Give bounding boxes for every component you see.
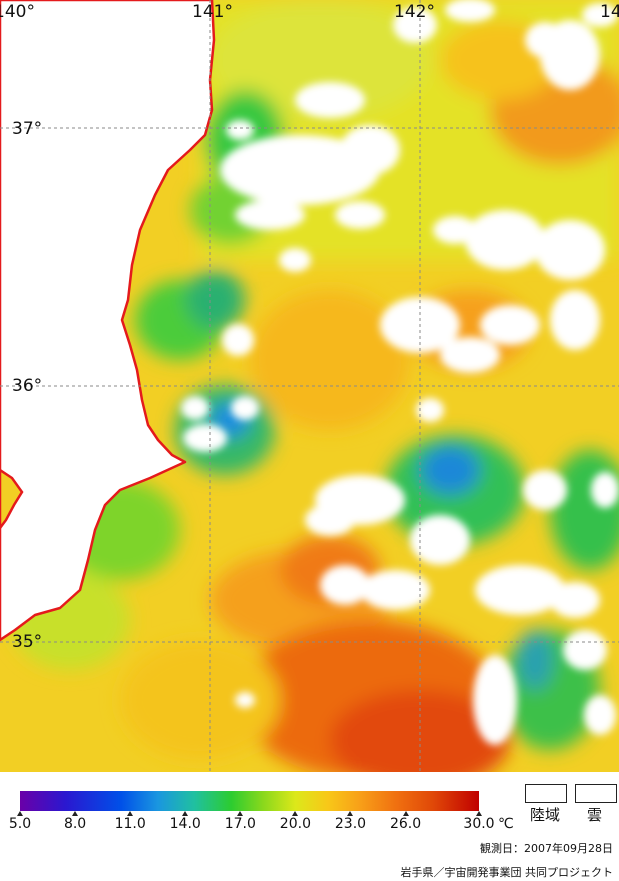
- colorbar-tick-label: 23.0: [334, 816, 367, 832]
- latitude-label-35: 35°: [12, 632, 43, 652]
- colorbar-tick-label: 20.0: [279, 816, 311, 832]
- land-boso: [0, 468, 24, 531]
- sea-surface-temperature-map: [0, 0, 619, 772]
- colorbar-tick-label: 30.0: [463, 816, 495, 832]
- colorbar-tick-label: 11.0: [114, 816, 146, 832]
- latitude-label-36: 36°: [12, 376, 43, 396]
- colorbar-tick-mark: [237, 811, 244, 816]
- colorbar-tick-mark: [347, 811, 354, 816]
- cloud-mask: [181, 0, 619, 745]
- temperature-colorbar: [20, 791, 479, 811]
- longitude-label-141: 141°: [192, 2, 233, 22]
- colorbar-tick-mark: [476, 811, 482, 816]
- longitude-label-143: 14: [600, 2, 619, 22]
- colorbar-tick-label: 5.0: [8, 816, 32, 832]
- land-legend-label: 陸域: [530, 806, 561, 824]
- colorbar-tick-mark: [402, 811, 409, 816]
- cloud-legend-swatch: [575, 784, 617, 803]
- longitude-label-142: 142°: [394, 2, 435, 22]
- colorbar-tick-label: 8.0: [63, 816, 87, 832]
- observation-date: 観測日：2007年09月28日: [480, 842, 613, 855]
- colorbar-tick-mark: [182, 811, 189, 816]
- colorbar-tick-mark: [72, 811, 79, 816]
- colorbar-tick-mark: [17, 811, 23, 816]
- land-honshu: [0, 0, 216, 642]
- colorbar-tick-label: 17.0: [224, 816, 256, 832]
- credit-line: 岩手県／宇宙開発事業団 共同プロジェクト: [400, 866, 614, 879]
- colorbar-tick-mark: [127, 811, 134, 816]
- cloud-legend-label: 雲: [587, 806, 603, 824]
- longitude-label-140: 140°: [0, 2, 35, 22]
- colorbar-tick-label: 26.0: [389, 816, 422, 832]
- latitude-label-37: 37°: [12, 119, 43, 139]
- colorbar-unit: ℃: [498, 816, 514, 832]
- colorbar-tick-label: 14.0: [169, 816, 201, 832]
- colorbar-tick-mark: [292, 811, 299, 816]
- graticule: [0, 0, 619, 772]
- land-legend-swatch: [525, 784, 567, 803]
